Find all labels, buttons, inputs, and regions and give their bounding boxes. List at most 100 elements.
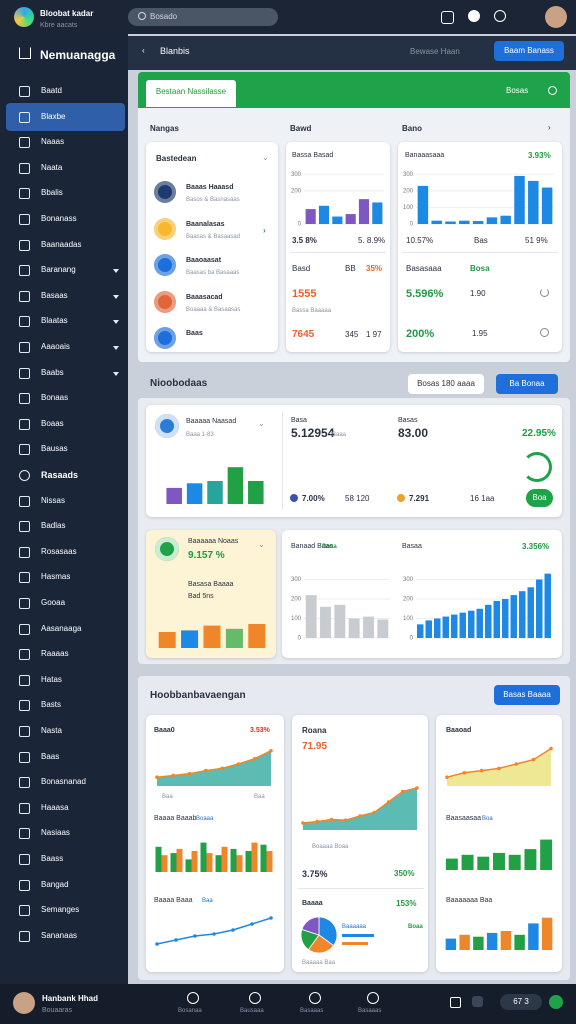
logo[interactable] — [14, 7, 34, 27]
caret[interactable]: ⌄ — [258, 419, 265, 428]
dropdown[interactable]: Bastedean — [156, 154, 197, 163]
nav-item[interactable]: Baatd — [41, 86, 62, 95]
nav-item[interactable]: Blaxbe — [41, 111, 66, 121]
nav-item[interactable]: Bonaas — [41, 393, 69, 403]
icon-button[interactable] — [549, 995, 563, 1009]
bar — [225, 628, 243, 648]
caption: Bad 5ns — [188, 593, 214, 600]
bar — [207, 481, 223, 504]
button[interactable]: Boa — [526, 489, 553, 507]
bar — [215, 855, 222, 872]
nav-item[interactable]: Baas — [41, 751, 60, 761]
button[interactable]: Ba Bonaa — [496, 374, 558, 394]
nav-item[interactable]: Bbalis — [41, 188, 63, 198]
nav-item[interactable]: Rosasaas — [41, 546, 77, 556]
button[interactable]: Basas Baaaa — [494, 685, 560, 705]
nav-item[interactable]: Blaatas — [41, 316, 68, 326]
nav-item[interactable]: Hasmas — [41, 572, 71, 582]
nav-item[interactable]: Aasanaaga — [41, 623, 82, 633]
nav-item[interactable]: Baranang — [41, 265, 76, 275]
search-box[interactable] — [128, 8, 278, 26]
caret[interactable]: ⌄ — [258, 540, 265, 549]
bar — [527, 587, 534, 638]
tab[interactable]: Bestaan Nassilasse — [146, 80, 236, 107]
chart — [445, 839, 553, 870]
pie-slice — [318, 916, 338, 947]
button[interactable]: Bosas 180 aaaa — [408, 374, 484, 394]
back-icon[interactable]: ‹ — [142, 46, 145, 55]
primary-button[interactable]: Baam Banass — [494, 41, 564, 61]
icon-button[interactable] — [450, 997, 461, 1008]
nav-icon — [309, 992, 321, 1004]
x-label: Baa — [162, 794, 173, 800]
footer-nav[interactable]: Bosanaa — [178, 1008, 202, 1014]
nav-item[interactable]: Badlas — [41, 521, 66, 531]
settings-icon[interactable] — [548, 86, 557, 95]
list-item-name[interactable]: Baas — [186, 330, 203, 337]
footer-nav[interactable]: Basaaas — [358, 1008, 382, 1014]
nav-item[interactable]: Nasta — [41, 726, 62, 735]
refresh-icon[interactable] — [540, 288, 549, 297]
divider — [282, 412, 283, 510]
nav-icon — [19, 854, 30, 865]
avatar[interactable] — [545, 6, 567, 28]
list-item-name[interactable]: Baaoaasat — [186, 257, 222, 264]
point — [231, 928, 235, 932]
bar — [181, 630, 199, 648]
card-title: Basaa — [402, 543, 422, 550]
nav-item[interactable]: Bangad — [41, 879, 69, 889]
nav-active — [6, 102, 125, 131]
nav-item[interactable]: Baabs — [41, 367, 64, 377]
metric-unit: Baaa — [332, 432, 347, 438]
next-icon[interactable]: › — [548, 123, 551, 132]
chart — [301, 786, 419, 830]
nav-item[interactable]: Raaaas — [41, 649, 69, 659]
icon-button[interactable] — [441, 11, 454, 24]
panel-header-link[interactable]: Bosas — [506, 86, 529, 95]
nav-item[interactable]: Naaas — [41, 137, 65, 147]
card-tag: Boaaa — [196, 816, 214, 822]
bar — [191, 851, 198, 872]
status-pill[interactable]: 67 3 — [500, 994, 542, 1010]
nav-item[interactable]: Gooaa — [41, 598, 66, 607]
nav-item[interactable]: Semanges — [41, 905, 80, 915]
bar — [514, 175, 525, 224]
dot — [290, 494, 298, 502]
nav-item[interactable]: Bausas — [41, 444, 68, 454]
nav-item[interactable]: Baass — [41, 854, 64, 863]
nav-item[interactable]: Sananaas — [41, 930, 78, 940]
footer-nav[interactable]: Basaaas — [300, 1008, 324, 1014]
list-item-name[interactable]: Baaas Haaasd — [186, 184, 234, 191]
stat: 5. 8.9% — [358, 236, 386, 245]
nav-item[interactable]: Bonanass — [41, 214, 77, 223]
nav-item[interactable]: Nissas — [41, 495, 66, 505]
icon-button[interactable] — [468, 10, 480, 22]
nav-item[interactable]: Haaasa — [41, 802, 69, 812]
card-title: Baaaaaa Noaas — [188, 538, 239, 545]
nav-item[interactable]: Aaaoais — [41, 342, 70, 351]
list-item-name[interactable]: Baanalasas — [186, 220, 225, 228]
icon-button[interactable] — [494, 10, 506, 22]
nav-item[interactable]: Naata — [41, 162, 63, 172]
nav-item[interactable]: Nasiaas — [41, 828, 70, 838]
avatar[interactable] — [13, 992, 35, 1014]
footer-nav[interactable]: Bausaaa — [240, 1008, 264, 1014]
metric-value: 9.157 % — [188, 550, 225, 561]
nav-item[interactable]: Baanaadas — [41, 239, 82, 249]
nav-item[interactable]: Boaas — [41, 418, 64, 428]
nav-item[interactable]: Rasaads — [41, 470, 79, 480]
sidebar-title: Nemuanagga — [40, 48, 116, 62]
icon[interactable] — [540, 328, 549, 337]
bar — [417, 185, 429, 224]
nav-item[interactable]: Bonasnanad — [41, 777, 86, 787]
card-title: Baaaaa Naasad — [186, 418, 237, 425]
nav-item[interactable]: Basaas — [41, 290, 68, 300]
nav-icon — [19, 598, 30, 609]
list-item-name[interactable]: Baaasacad — [186, 293, 223, 301]
nav-item[interactable]: Hatas — [41, 674, 62, 684]
list-item-sub: Baasas ba Basaaas — [186, 270, 240, 276]
nav-item[interactable]: Basts — [41, 700, 62, 710]
card-title: Bassa Basad — [292, 152, 334, 159]
toolbar-link[interactable]: Bewase Haan — [410, 47, 460, 56]
icon-button[interactable] — [472, 996, 483, 1007]
